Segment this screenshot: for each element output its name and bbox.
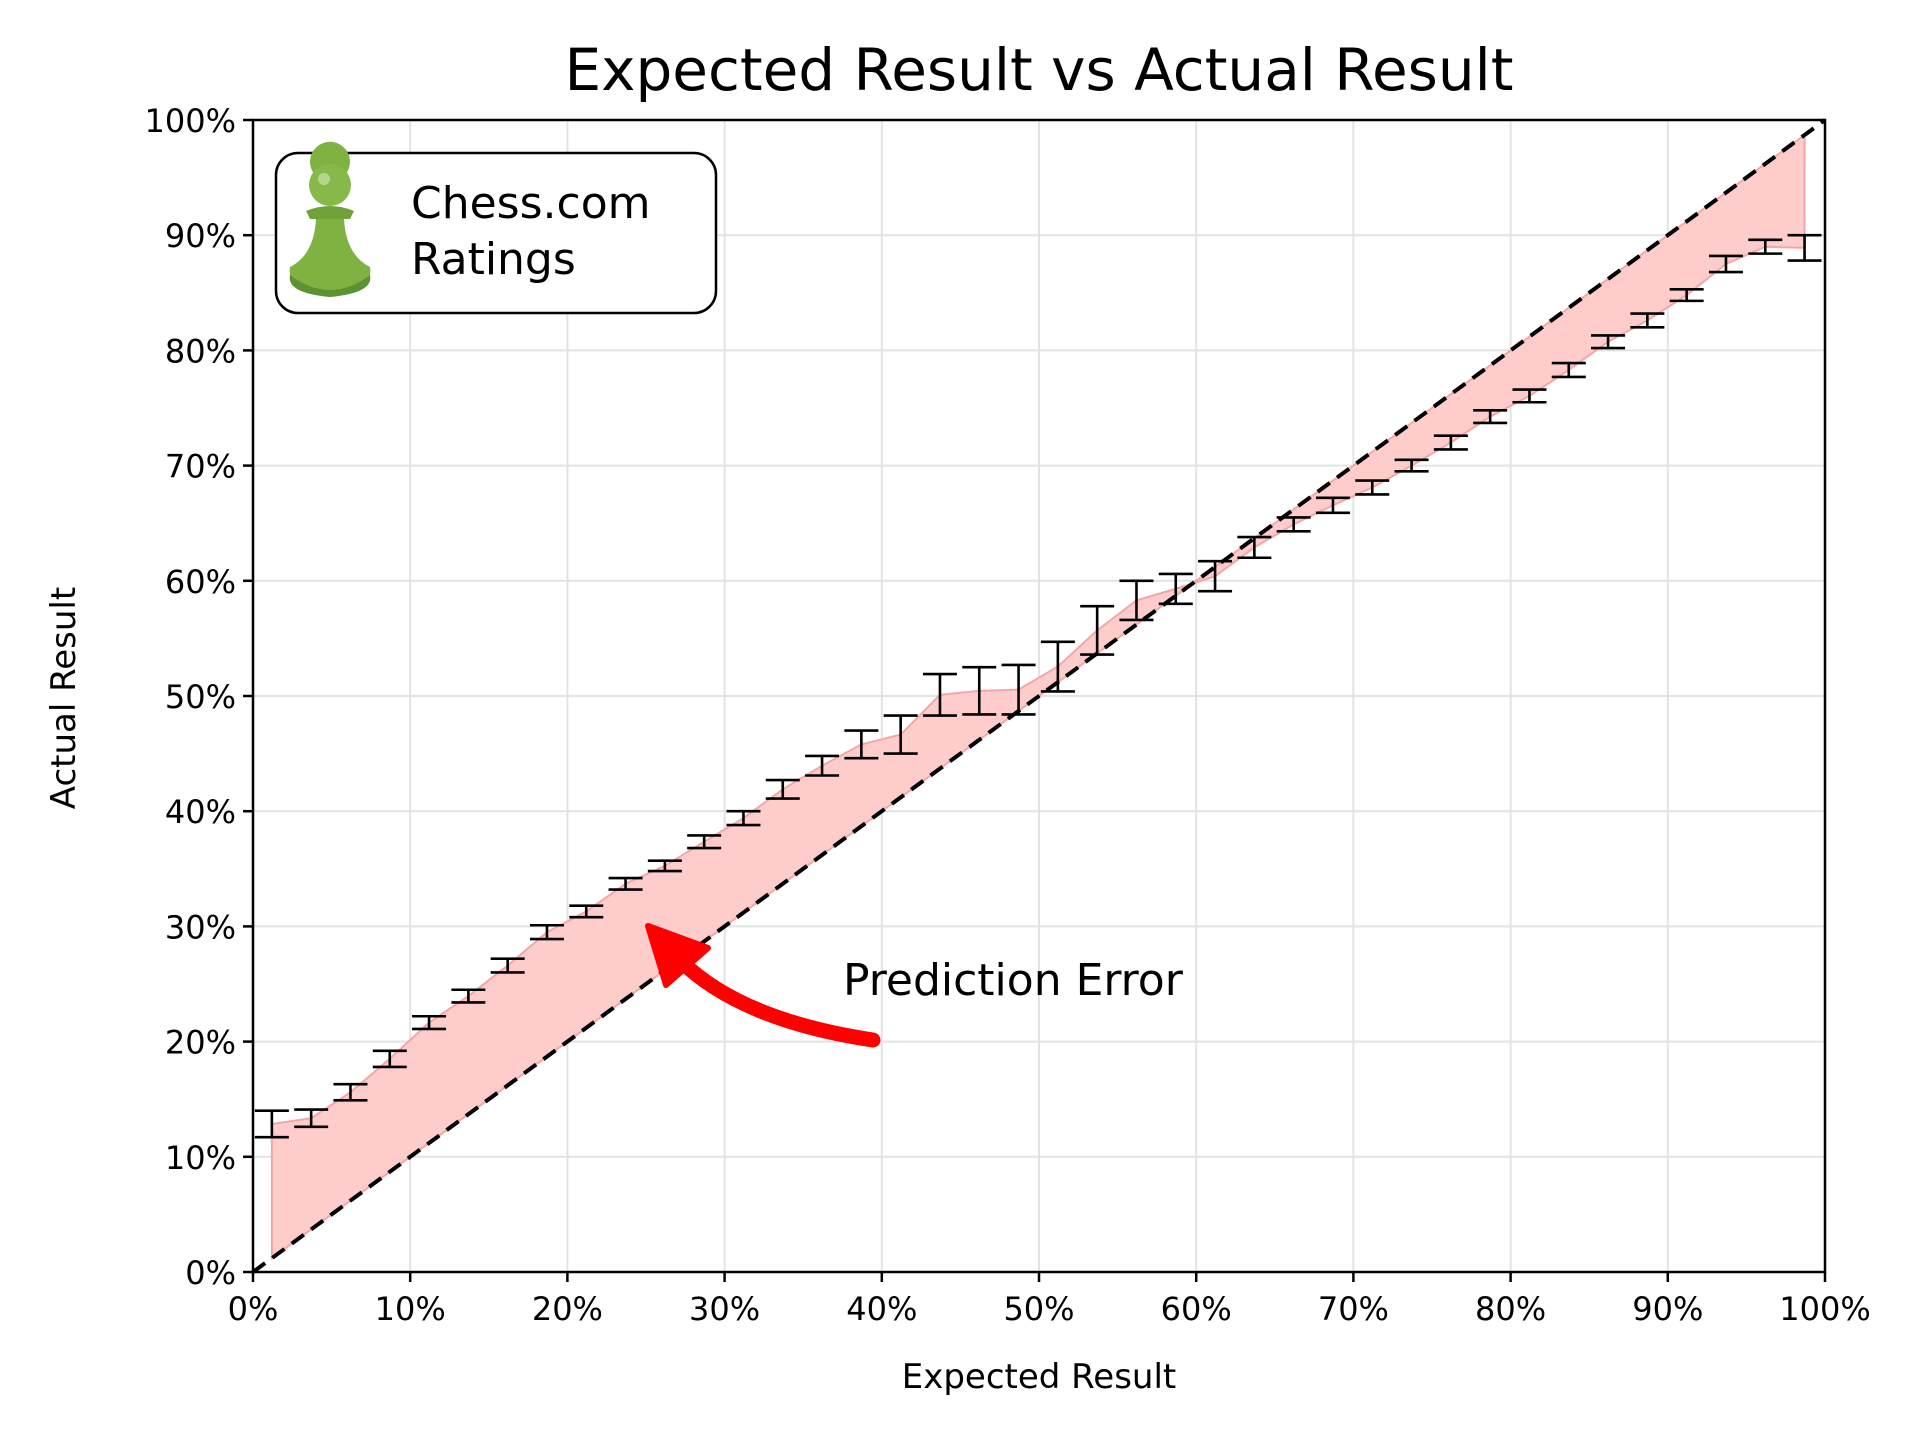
error-bar [922, 672, 957, 717]
error-bar [1591, 334, 1626, 350]
error-bars [254, 233, 1822, 1139]
error-bar [333, 1082, 368, 1102]
y-tick-label: 60% [165, 563, 236, 601]
error-bar [1551, 361, 1586, 379]
error-bar [726, 809, 761, 827]
error-bar [608, 876, 643, 891]
error-bar [1158, 572, 1193, 606]
error-bar [529, 923, 564, 941]
x-tick-label: 20% [532, 1290, 603, 1328]
error-bar [490, 957, 525, 974]
reference-line [251, 118, 1827, 1274]
annotation-arrowhead [645, 923, 711, 988]
error-bar [1669, 288, 1704, 303]
error-bar [1040, 640, 1075, 693]
error-bar [883, 714, 918, 755]
x-tick-label: 50% [1003, 1290, 1074, 1328]
error-bar [1198, 559, 1233, 593]
diagonal-reference-line [251, 118, 1827, 1274]
y-tick-label: 100% [145, 102, 236, 140]
error-bar [254, 1109, 289, 1139]
y-tick-label: 40% [165, 793, 236, 831]
x-tick-label: 40% [846, 1290, 917, 1328]
legend-box [274, 151, 718, 315]
error-bar [1394, 458, 1429, 473]
error-bar [1276, 516, 1311, 533]
y-tick-label: 0% [185, 1254, 236, 1292]
x-tick-label: 70% [1318, 1290, 1389, 1328]
error-bar [1630, 312, 1665, 329]
y-tick-label: 10% [165, 1139, 236, 1177]
error-bar [1787, 233, 1822, 262]
error-bar [765, 778, 800, 800]
legend-label-line2: Ratings [411, 234, 576, 285]
x-tick-label: 80% [1475, 1290, 1546, 1328]
error-bar [1355, 479, 1390, 496]
error-bar [372, 1049, 407, 1069]
error-bar [451, 988, 486, 1004]
error-bar [647, 859, 682, 873]
y-tick-label: 90% [165, 217, 236, 255]
error-bar [962, 665, 997, 716]
prediction-error-annotation: Prediction Error [645, 923, 1184, 1048]
y-tick-label: 20% [165, 1024, 236, 1062]
error-bar [1237, 535, 1272, 560]
error-bar [1473, 409, 1508, 425]
error-bar [1512, 388, 1547, 404]
legend-label-line1: Chess.com [411, 178, 651, 229]
error-bar [294, 1108, 329, 1129]
y-tick-label: 50% [165, 678, 236, 716]
error-bar [1433, 434, 1468, 451]
y-axis-ticks: 0% 10% 20% 30% 40% 50% 60% 70% 80% 90% 100% [145, 102, 253, 1292]
y-axis-label: Actual Result [44, 587, 84, 809]
x-tick-label: 0% [228, 1290, 279, 1328]
error-bar [1080, 604, 1115, 656]
error-bar [805, 754, 840, 777]
x-axis-label: Expected Result [902, 1357, 1177, 1397]
error-bar [1708, 254, 1743, 274]
x-axis-ticks: 0% 10% 20% 30% 40% 50% 60% 70% 80% 90% 100% [228, 1272, 1871, 1328]
annotation-arrow [672, 952, 881, 1048]
x-tick-label: 30% [689, 1290, 760, 1328]
chart-title: Expected Result vs Actual Result [564, 36, 1513, 104]
error-bar [1001, 663, 1036, 716]
x-tick-label: 60% [1161, 1290, 1232, 1328]
error-bar [1748, 238, 1783, 255]
error-bar [1119, 579, 1154, 622]
error-bar [1315, 496, 1350, 515]
y-tick-label: 30% [165, 908, 236, 946]
legend: Chess.com Ratings [274, 141, 718, 315]
pawn-icon [289, 141, 371, 297]
x-tick-label: 90% [1632, 1290, 1703, 1328]
error-bar [412, 1014, 447, 1031]
y-tick-label: 70% [165, 448, 236, 486]
annotation-text: Prediction Error [843, 955, 1184, 1006]
x-tick-label: 100% [1779, 1290, 1870, 1328]
error-bar [569, 904, 604, 919]
y-tick-label: 80% [165, 332, 236, 370]
error-bar [687, 834, 722, 850]
x-tick-label: 10% [375, 1290, 446, 1328]
error-bar [844, 729, 879, 760]
